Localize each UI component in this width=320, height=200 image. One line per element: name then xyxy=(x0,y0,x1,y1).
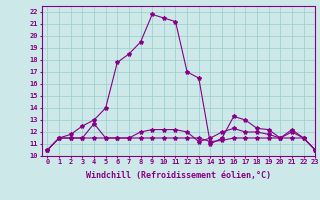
X-axis label: Windchill (Refroidissement éolien,°C): Windchill (Refroidissement éolien,°C) xyxy=(86,171,271,180)
